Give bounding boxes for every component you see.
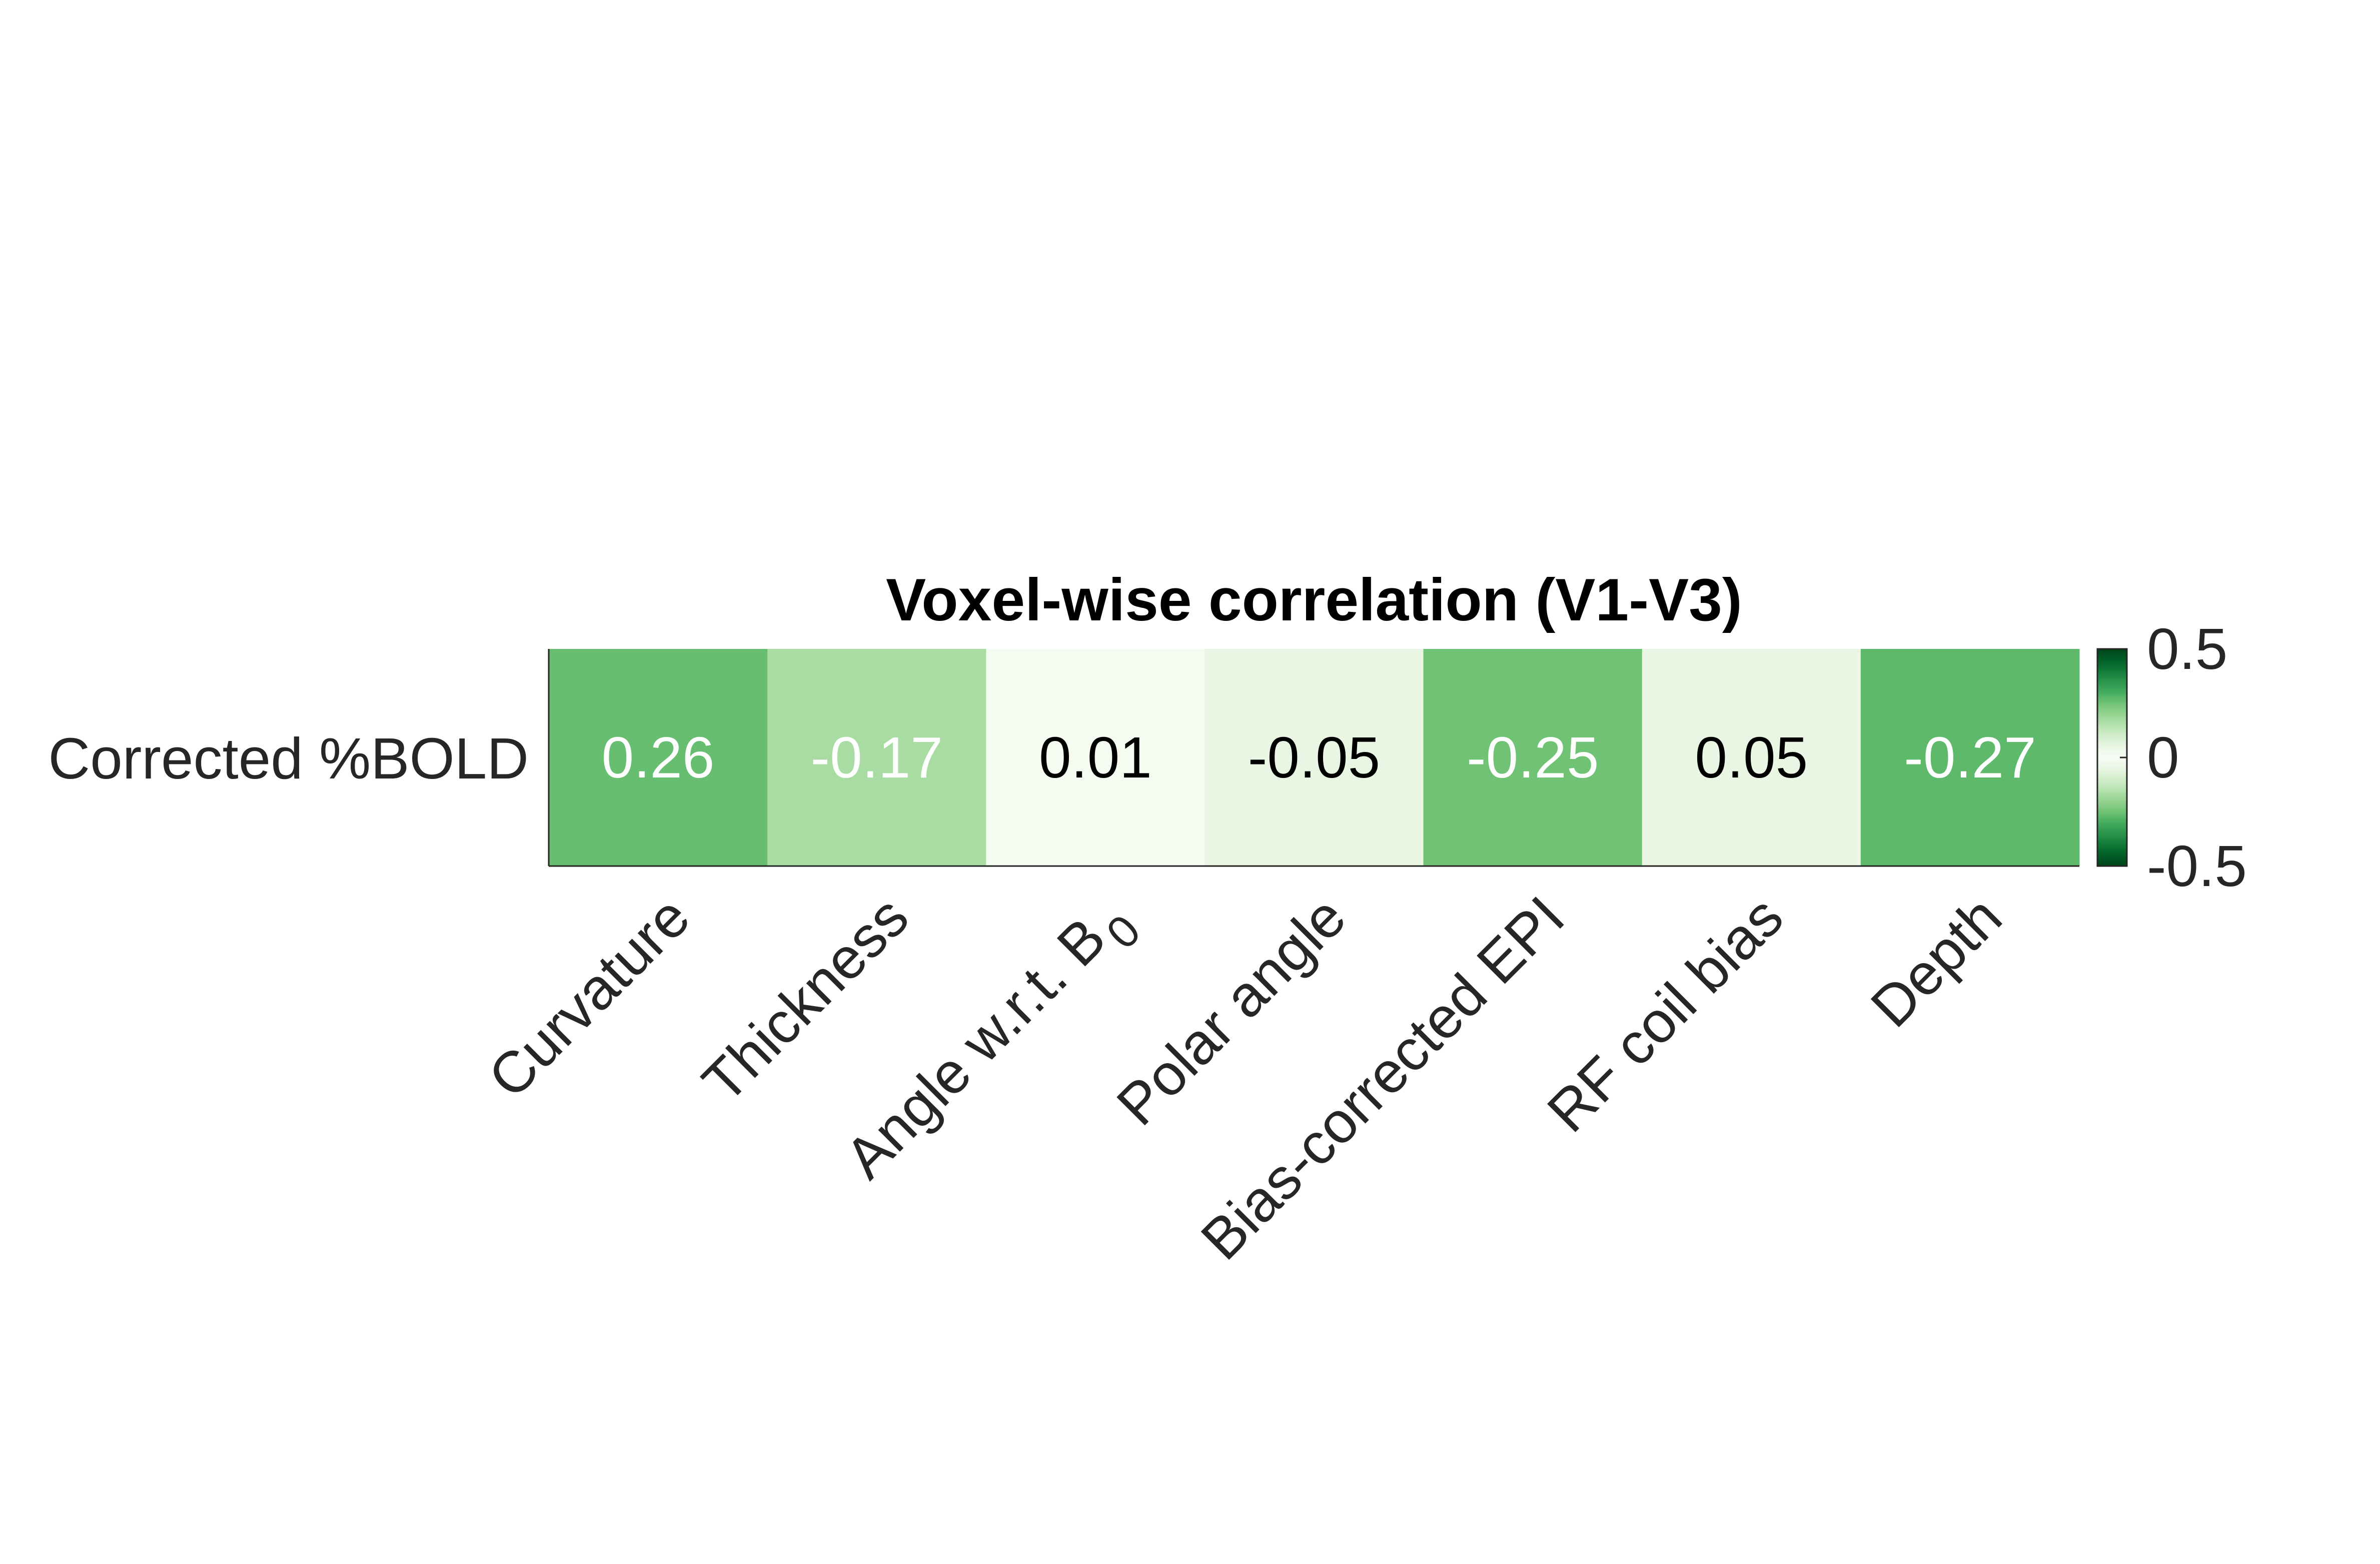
colorbar-tick-label: -0.5 [2147, 834, 2247, 899]
heatmap-cell [1642, 649, 1861, 866]
heatmap-cell [986, 649, 1205, 866]
colorbar-tick-label: 0 [2147, 725, 2179, 790]
heatmap-cell [1205, 649, 1424, 866]
cell-value-label: -0.17 [811, 725, 943, 790]
cell-value-label: 0.26 [602, 725, 715, 790]
x-tick-label: Depth [1858, 884, 2014, 1040]
heatmap-cell [1423, 649, 1643, 866]
x-tick-label: Bias-corrected EPI [1188, 884, 1577, 1272]
row-label: Corrected %BOLD [48, 726, 529, 791]
cell-value-label: 0.05 [1695, 725, 1808, 790]
cell-value-label: -0.27 [1904, 725, 2036, 790]
heatmap-cell [767, 649, 986, 866]
cell-value-label: 0.01 [1039, 725, 1152, 790]
colorbar-tick-label: 0.5 [2147, 616, 2227, 681]
x-tick-label: Curvature [476, 884, 702, 1110]
heatmap-cell [1860, 649, 2080, 866]
x-tick-label: Thickness [690, 884, 920, 1115]
cell-value-label: -0.05 [1248, 725, 1380, 790]
x-tick-subscript: 0 [1097, 906, 1150, 959]
heatmap-cell [549, 649, 768, 866]
x-tick-label: RF coil bias [1535, 884, 1795, 1144]
chart-title: Voxel-wise correlation (V1-V3) [886, 566, 1742, 633]
cell-value-label: -0.25 [1467, 725, 1599, 790]
